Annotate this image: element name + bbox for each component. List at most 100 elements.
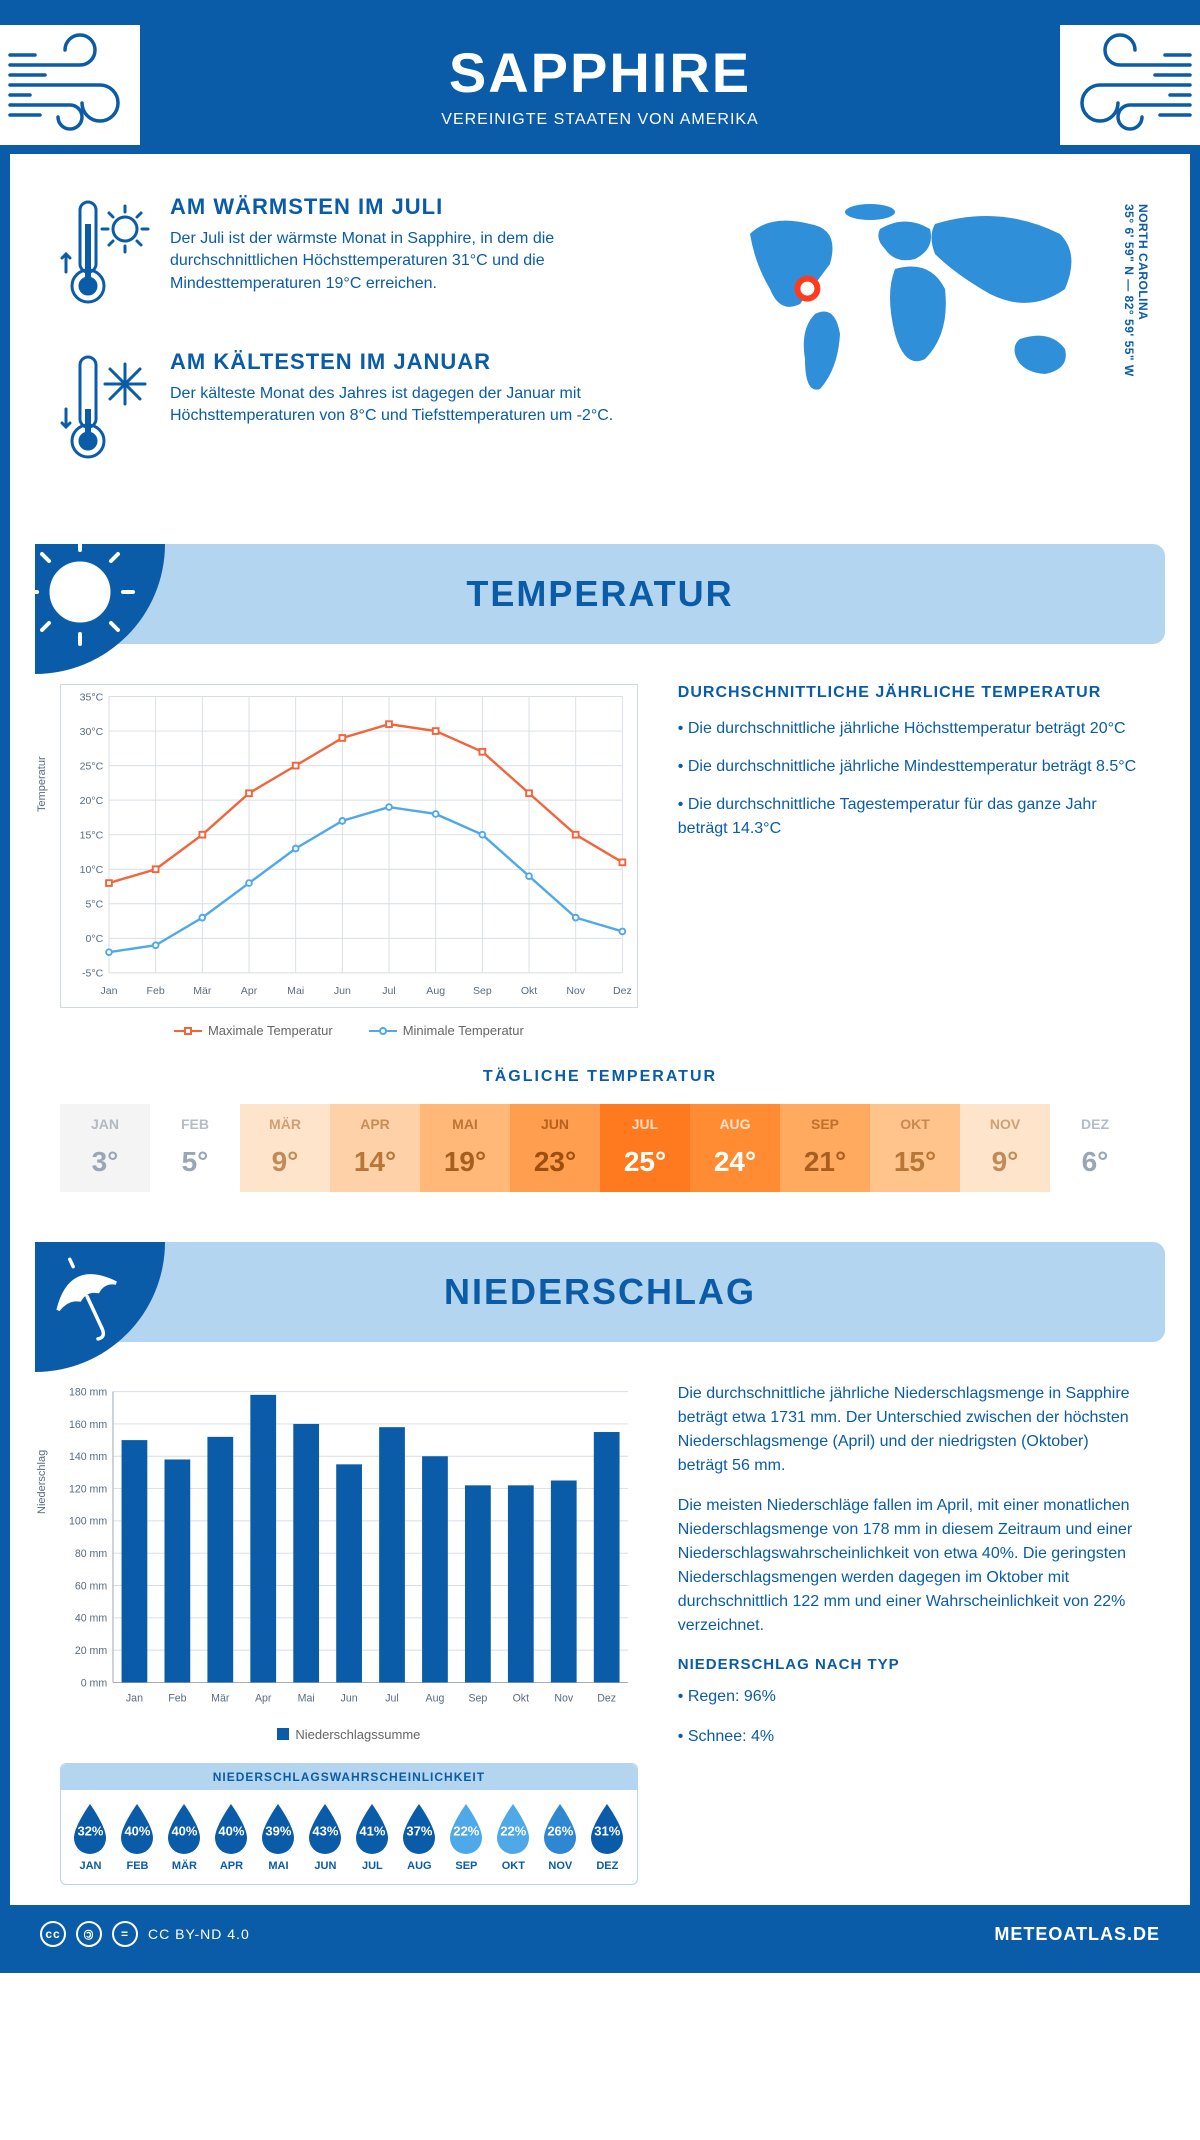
- precip-prob-cell: 40% FEB: [114, 1802, 161, 1872]
- svg-text:Sep: Sep: [468, 1693, 487, 1705]
- coldest-heading: AM KÄLTESTEN IM JANUAR: [170, 349, 680, 375]
- raindrop-icon: 22%: [492, 1802, 534, 1854]
- precip-type-item: • Regen: 96%: [678, 1685, 1140, 1709]
- daily-temp-value: 9°: [244, 1146, 326, 1178]
- coldest-block: AM KÄLTESTEN IM JANUAR Der kälteste Mona…: [60, 349, 680, 474]
- precip-prob-value: 26%: [539, 1823, 581, 1838]
- legend-item: Minimale Temperatur: [369, 1023, 524, 1038]
- svg-text:Feb: Feb: [147, 985, 165, 997]
- svg-text:160 mm: 160 mm: [69, 1419, 107, 1431]
- temp-chart-legend: Maximale TemperaturMinimale Temperatur: [60, 1020, 638, 1039]
- daily-temp-value: 23°: [514, 1146, 596, 1178]
- svg-text:Feb: Feb: [168, 1693, 186, 1705]
- daily-temp-month: JAN: [64, 1116, 146, 1132]
- daily-temp-month: AUG: [694, 1116, 776, 1132]
- wind-icon-right: [1060, 25, 1200, 145]
- annual-temp-bullet: • Die durchschnittliche jährliche Mindes…: [678, 755, 1140, 779]
- raindrop-icon: 32%: [69, 1802, 111, 1854]
- svg-text:Jun: Jun: [334, 985, 351, 997]
- license: cc 🄯 = CC BY-ND 4.0: [40, 1921, 250, 1947]
- raindrop-icon: 43%: [304, 1802, 346, 1854]
- svg-text:Jul: Jul: [385, 1693, 399, 1705]
- svg-text:35°C: 35°C: [80, 691, 104, 703]
- raindrop-icon: 39%: [257, 1802, 299, 1854]
- by-icon: 🄯: [76, 1921, 102, 1947]
- thermometer-cold-icon: [60, 349, 150, 474]
- svg-text:20°C: 20°C: [80, 795, 104, 807]
- svg-text:Nov: Nov: [566, 985, 585, 997]
- umbrella-icon: [35, 1242, 165, 1372]
- daily-temp-cell: NOV 9°: [960, 1104, 1050, 1192]
- annual-temp-text: DURCHSCHNITTLICHE JÄHRLICHE TEMPERATUR •…: [678, 684, 1140, 1038]
- svg-text:Mär: Mär: [211, 1693, 230, 1705]
- raindrop-icon: 40%: [210, 1802, 252, 1854]
- precip-type-heading: NIEDERSCHLAG NACH TYP: [678, 1654, 1140, 1677]
- precip-prob-value: 32%: [69, 1823, 111, 1838]
- license-label: CC BY-ND 4.0: [148, 1926, 250, 1942]
- temperature-banner: TEMPERATUR: [35, 544, 1165, 644]
- daily-temp-value: 24°: [694, 1146, 776, 1178]
- svg-text:60 mm: 60 mm: [75, 1581, 108, 1593]
- temp-chart-ylabel: Temperatur: [36, 756, 48, 812]
- svg-text:Nov: Nov: [554, 1693, 574, 1705]
- raindrop-icon: 40%: [116, 1802, 158, 1854]
- daily-temp-month: FEB: [154, 1116, 236, 1132]
- precip-prob-value: 22%: [445, 1823, 487, 1838]
- daily-temp-cell: FEB5°: [150, 1104, 240, 1192]
- wind-icon-left: [0, 25, 140, 145]
- brand-label: METEOATLAS.DE: [994, 1924, 1160, 1945]
- thermometer-hot-icon: [60, 194, 150, 319]
- daily-temp-month: NOV: [964, 1116, 1046, 1132]
- precip-type-item: • Schnee: 4%: [678, 1725, 1140, 1749]
- precip-prob-cell: 40% APR: [208, 1802, 255, 1872]
- precip-prob-heading: NIEDERSCHLAGSWAHRSCHEINLICHKEIT: [61, 1764, 637, 1790]
- precip-prob-value: 40%: [116, 1823, 158, 1838]
- svg-text:Aug: Aug: [426, 985, 445, 997]
- svg-text:10°C: 10°C: [80, 864, 104, 876]
- precip-prob-cell: 22% SEP: [443, 1802, 490, 1872]
- map-marker-icon: [797, 279, 817, 299]
- precip-prob-value: 22%: [492, 1823, 534, 1838]
- raindrop-icon: 37%: [398, 1802, 440, 1854]
- svg-text:Apr: Apr: [241, 985, 258, 997]
- precip-prob-value: 40%: [163, 1823, 205, 1838]
- precip-prob-cell: 32% JAN: [67, 1802, 114, 1872]
- raindrop-icon: 22%: [445, 1802, 487, 1854]
- svg-text:5°C: 5°C: [86, 899, 104, 911]
- daily-temp-cell: AUG 24°: [690, 1104, 780, 1192]
- region-label: NORTH CAROLINA: [1136, 204, 1150, 320]
- daily-temp-cell: JUL25°: [600, 1104, 690, 1192]
- coords-label: 35° 6' 59" N — 82° 59' 55" W: [1122, 204, 1136, 377]
- svg-text:Okt: Okt: [521, 985, 537, 997]
- daily-temp-cell: OKT15°: [870, 1104, 960, 1192]
- precip-prob-value: 37%: [398, 1823, 440, 1838]
- daily-temp-month: SEP: [784, 1116, 866, 1132]
- header: SAPPHIRE VEREINIGTE STAATEN VON AMERIKA: [10, 10, 1190, 154]
- precip-prob-month: JAN: [67, 1860, 114, 1872]
- infographic-frame: SAPPHIRE VEREINIGTE STAATEN VON AMERIKA: [0, 0, 1200, 1973]
- precip-probability-box: NIEDERSCHLAGSWAHRSCHEINLICHKEIT 32% JAN …: [60, 1763, 638, 1885]
- daily-temp-value: 15°: [874, 1146, 956, 1178]
- daily-temp-month: JUN: [514, 1116, 596, 1132]
- daily-temp-value: 14°: [334, 1146, 416, 1178]
- precip-p1: Die durchschnittliche jährliche Niedersc…: [678, 1382, 1140, 1478]
- daily-temp-cell: SEP21°: [780, 1104, 870, 1192]
- precip-prob-month: MÄR: [161, 1860, 208, 1872]
- svg-text:Sep: Sep: [473, 985, 492, 997]
- daily-temp-month: MÄR: [244, 1116, 326, 1132]
- svg-text:Dez: Dez: [597, 1693, 616, 1705]
- precip-prob-month: JUL: [349, 1860, 396, 1872]
- raindrop-icon: 31%: [586, 1802, 628, 1854]
- precip-prob-month: JUN: [302, 1860, 349, 1872]
- daily-temp-section: TÄGLICHE TEMPERATUR JAN3°FEB5°MÄR9°APR14…: [10, 1058, 1190, 1232]
- cc-icon: cc: [40, 1921, 66, 1947]
- precip-prob-cell: 39% MAI: [255, 1802, 302, 1872]
- precip-prob-month: OKT: [490, 1860, 537, 1872]
- daily-temp-value: 9°: [964, 1146, 1046, 1178]
- precip-prob-cell: 31% DEZ: [584, 1802, 631, 1872]
- warmest-body: Der Juli ist der wärmste Monat in Sapphi…: [170, 228, 680, 295]
- daily-temp-cell: MAI19°: [420, 1104, 510, 1192]
- temperature-chart: Temperatur -5°C0°C5°C10°C15°C20°C25°C30°…: [60, 684, 638, 1038]
- raindrop-icon: 40%: [163, 1802, 205, 1854]
- svg-text:80 mm: 80 mm: [75, 1548, 108, 1560]
